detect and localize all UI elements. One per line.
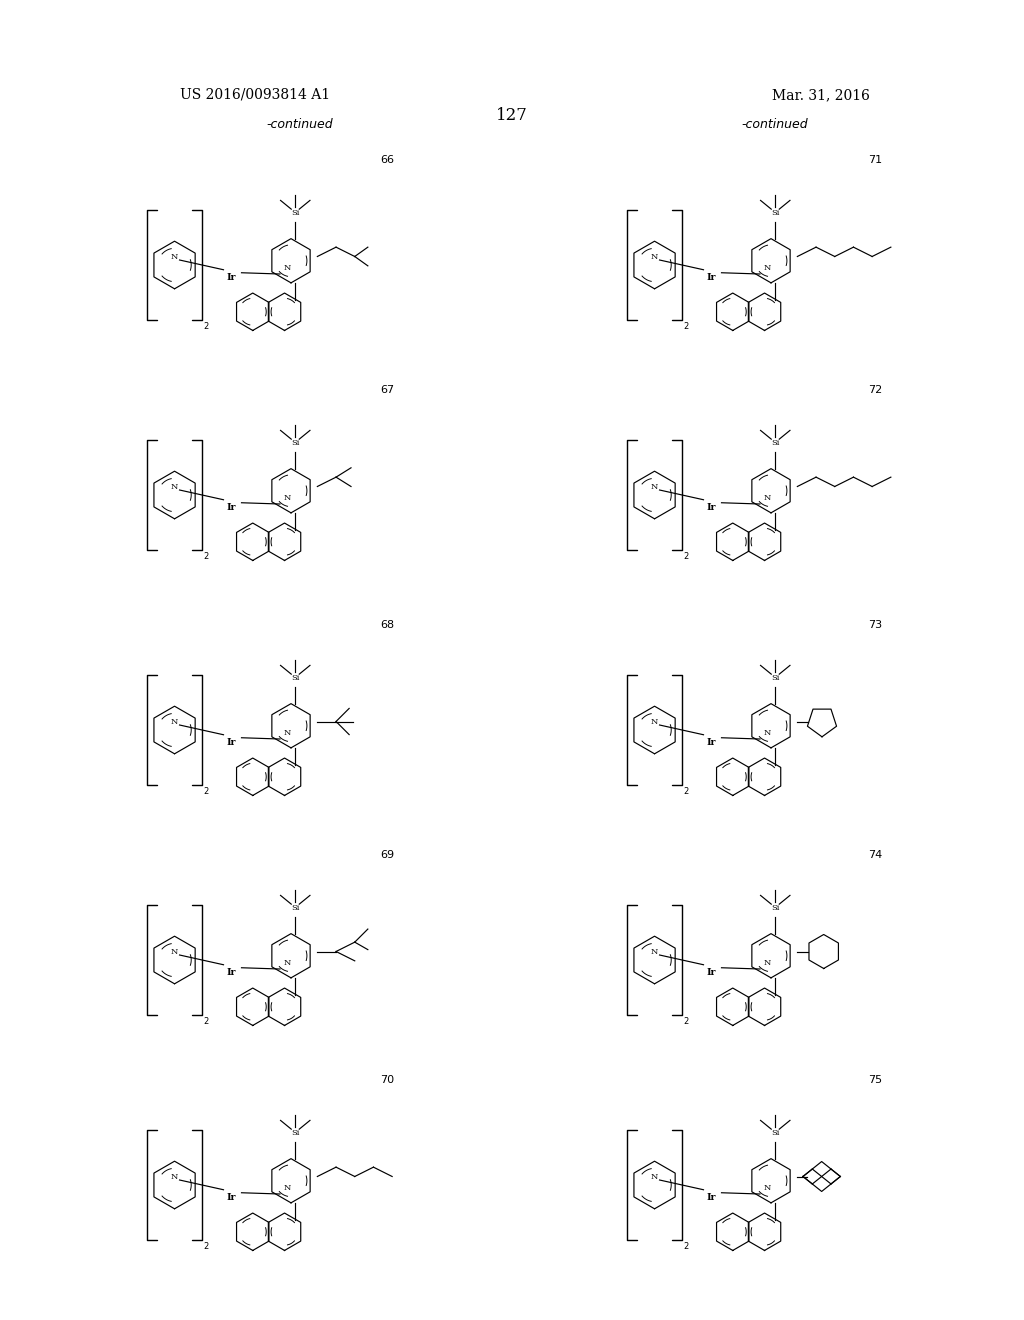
Text: Si: Si [291, 904, 299, 912]
Text: N: N [763, 1184, 770, 1192]
Text: Si: Si [291, 440, 299, 447]
Text: 71: 71 [868, 154, 882, 165]
Text: Si: Si [771, 440, 779, 447]
Text: 2: 2 [204, 552, 209, 561]
Text: N: N [283, 729, 291, 737]
Text: Ir: Ir [226, 503, 237, 512]
Text: 67: 67 [380, 385, 394, 395]
Text: 2: 2 [684, 1016, 689, 1026]
Text: N: N [651, 948, 658, 956]
Text: N: N [171, 718, 178, 726]
Text: -continued: -continued [266, 119, 334, 132]
Text: N: N [283, 1184, 291, 1192]
Text: 2: 2 [684, 1242, 689, 1251]
Text: N: N [171, 948, 178, 956]
Text: N: N [763, 264, 770, 272]
Text: Si: Si [771, 675, 779, 682]
Text: 66: 66 [380, 154, 394, 165]
Text: 70: 70 [380, 1074, 394, 1085]
Text: N: N [651, 1172, 658, 1180]
Text: 75: 75 [868, 1074, 882, 1085]
Text: N: N [651, 483, 658, 491]
Text: N: N [283, 264, 291, 272]
Text: 2: 2 [684, 552, 689, 561]
Text: Si: Si [291, 209, 299, 218]
Text: N: N [651, 718, 658, 726]
Text: Ir: Ir [226, 273, 237, 282]
Text: Si: Si [291, 675, 299, 682]
Text: N: N [763, 494, 770, 502]
Text: 74: 74 [868, 850, 882, 861]
Text: 2: 2 [684, 787, 689, 796]
Text: N: N [171, 252, 178, 260]
Text: 2: 2 [684, 322, 689, 331]
Text: 73: 73 [868, 620, 882, 630]
Text: Si: Si [771, 209, 779, 218]
Text: N: N [651, 252, 658, 260]
Text: US 2016/0093814 A1: US 2016/0093814 A1 [180, 88, 330, 102]
Text: N: N [283, 494, 291, 502]
Text: Ir: Ir [707, 273, 716, 282]
Text: N: N [171, 483, 178, 491]
Text: 2: 2 [204, 787, 209, 796]
Text: Ir: Ir [226, 1193, 237, 1203]
Text: 68: 68 [380, 620, 394, 630]
Text: 2: 2 [204, 322, 209, 331]
Text: 127: 127 [496, 107, 528, 124]
Text: 2: 2 [204, 1016, 209, 1026]
Text: Ir: Ir [707, 969, 716, 977]
Text: N: N [763, 729, 770, 737]
Text: -continued: -continued [741, 119, 808, 132]
Text: 72: 72 [868, 385, 882, 395]
Text: Si: Si [771, 904, 779, 912]
Text: Ir: Ir [707, 1193, 716, 1203]
Text: N: N [283, 958, 291, 966]
Text: 69: 69 [380, 850, 394, 861]
Text: Si: Si [291, 1129, 299, 1137]
Text: N: N [763, 958, 770, 966]
Text: Si: Si [771, 1129, 779, 1137]
Text: N: N [171, 1172, 178, 1180]
Text: Ir: Ir [707, 503, 716, 512]
Text: 2: 2 [204, 1242, 209, 1251]
Text: Ir: Ir [707, 738, 716, 747]
Text: Ir: Ir [226, 738, 237, 747]
Text: Ir: Ir [226, 969, 237, 977]
Text: Mar. 31, 2016: Mar. 31, 2016 [772, 88, 870, 102]
